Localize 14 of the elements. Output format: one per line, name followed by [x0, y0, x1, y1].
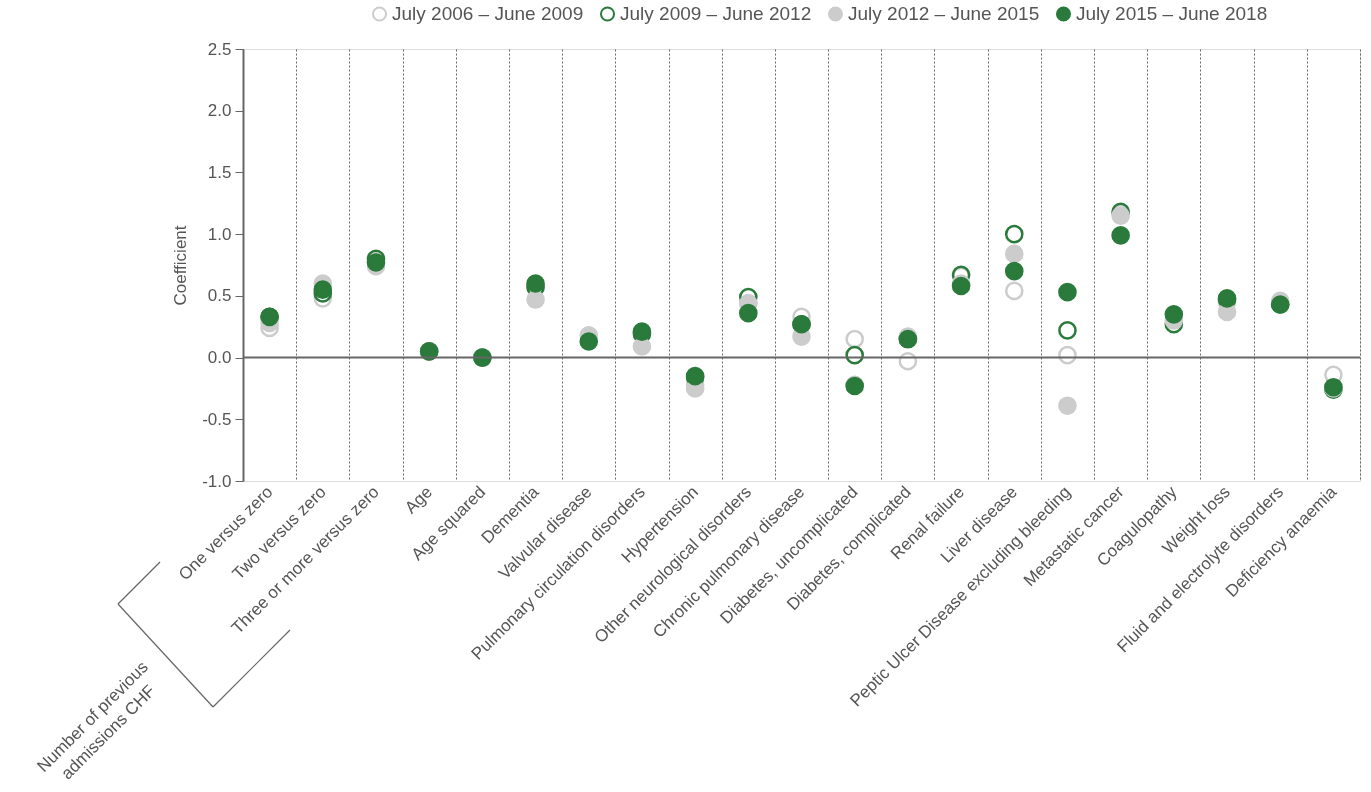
y-tick-label: 2.5	[207, 39, 232, 59]
y-tick-label: -0.5	[202, 409, 232, 429]
legend-label: July 2015 – June 2018	[1076, 2, 1268, 24]
legend-label: July 2009 – June 2012	[620, 2, 812, 24]
x-tick-label: Age	[401, 482, 437, 518]
y-tick-label: 1.5	[207, 162, 232, 182]
legend-label: July 2006 – June 2009	[392, 2, 584, 24]
y-tick-label: 0.0	[207, 348, 232, 368]
legend-label: July 2012 – June 2015	[848, 2, 1040, 24]
y-tick-label: 2.0	[207, 101, 232, 121]
y-tick-label: 1.0	[207, 224, 232, 244]
y-axis-title: Coefficient	[171, 225, 191, 306]
y-tick-label: 0.5	[207, 286, 232, 306]
y-tick-label: -1.0	[202, 471, 232, 491]
